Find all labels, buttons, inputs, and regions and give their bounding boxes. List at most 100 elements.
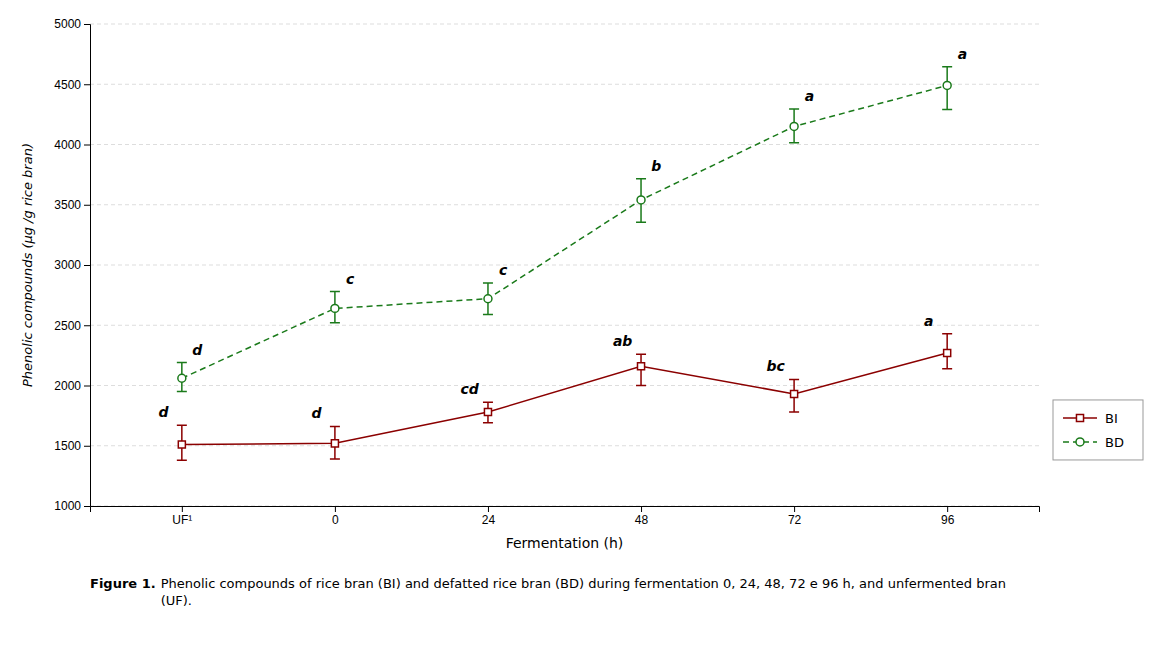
legend-item: BD [1063, 435, 1124, 450]
chart-svg: UF¹ 0 24 48 72 96 1000 1500 2000 2500 3000 3500 4000… [0, 0, 1169, 656]
y-tick-label: 3500 [54, 198, 81, 212]
data [177, 67, 952, 460]
y-tick-mark [84, 446, 90, 447]
x-axis-line [91, 507, 1040, 513]
y-tick: 5000 [54, 17, 90, 31]
y-tick-mark [84, 84, 90, 85]
legend-box [1053, 400, 1143, 460]
y-tick-mark [84, 386, 90, 387]
point-label: c [346, 271, 355, 287]
point-label: ab [613, 333, 632, 349]
y-tick-label: 2500 [54, 319, 81, 333]
caption-text: Phenolic compounds of rice bran (BI) and… [161, 576, 1006, 608]
y-tick-label: 2000 [54, 379, 81, 393]
error-bar [789, 109, 799, 143]
marker [944, 349, 951, 356]
point-label: d [192, 342, 203, 358]
y-tick: 2000 [54, 379, 90, 393]
y-tick: 1000 [54, 499, 90, 513]
grid-line [90, 204, 1039, 205]
marker [637, 363, 644, 370]
point-label: b [651, 158, 661, 174]
point-labels: ddcdabbcadccbaa [158, 46, 967, 422]
marker [178, 441, 185, 448]
legend-marker [1076, 414, 1083, 421]
legend-label: BD [1105, 435, 1124, 450]
grid-line [90, 24, 1039, 25]
series-line [182, 85, 947, 378]
grid-line [90, 265, 1039, 266]
grid-line [90, 325, 1039, 326]
y-axis: 1000 1500 2000 2500 3000 3500 4000 4500 5000 [54, 17, 90, 513]
x-tick: 0 [332, 506, 339, 527]
error-bar [483, 402, 493, 422]
grid-line [90, 84, 1039, 85]
y-tick: 3000 [54, 258, 90, 272]
y-tick-mark [84, 24, 90, 25]
y-tick-label: 1500 [54, 439, 81, 453]
caption-line: Phenolic compounds of rice bran (BI) and… [161, 576, 1006, 591]
legend-item: BI [1063, 411, 1118, 426]
x-tick-label: 0 [332, 513, 339, 527]
legend: BI BD [1053, 400, 1143, 460]
x-tick: 96 [941, 506, 955, 527]
x-tick-mark [794, 506, 795, 512]
error-bar [330, 292, 340, 323]
x-tick-label: 96 [941, 513, 955, 527]
error-bar [942, 334, 952, 369]
point-label: cd [460, 381, 479, 397]
x-tick-label: 48 [635, 513, 649, 527]
x-tick-mark [641, 506, 642, 512]
x-tick-mark [947, 506, 948, 512]
y-tick-mark [84, 506, 90, 507]
x-tick-mark [335, 506, 336, 512]
error-bar [177, 425, 187, 460]
error-bar [177, 363, 187, 392]
marker [790, 122, 798, 130]
point-label: d [158, 404, 169, 420]
y-tick-mark [84, 325, 90, 326]
chart-container: UF¹ 0 24 48 72 96 1000 1500 2000 2500 3000 3500 4000… [0, 0, 1169, 656]
x-tick-label: 72 [788, 513, 802, 527]
grid-line [90, 445, 1039, 446]
error-bar [483, 283, 493, 314]
marker [484, 408, 491, 415]
series-line [182, 353, 947, 445]
marker [331, 440, 338, 447]
y-tick-mark [84, 265, 90, 266]
x-tick: 72 [788, 506, 802, 527]
marker [637, 196, 645, 204]
grid-line [90, 385, 1039, 386]
point-label: d [312, 405, 323, 421]
x-tick: 24 [482, 506, 496, 527]
x-tick: 48 [635, 506, 649, 527]
grid [90, 24, 1039, 506]
point-label: a [805, 88, 814, 104]
y-axis-title: Phenolic compounds (μg /g rice bran) [20, 143, 35, 387]
error-bar [330, 426, 340, 459]
marker [943, 81, 951, 89]
point-label: a [958, 46, 967, 62]
y-tick-label: 3000 [54, 258, 81, 272]
caption-label: Figure 1. [90, 576, 156, 591]
y-tick: 1500 [54, 439, 90, 453]
legend-marker [1076, 438, 1084, 446]
x-tick: UF¹ [172, 506, 192, 527]
y-axis-line [84, 25, 91, 507]
marker [178, 374, 186, 382]
y-tick-mark [84, 205, 90, 206]
series [177, 67, 952, 392]
y-tick: 4500 [54, 78, 90, 92]
y-tick-mark [84, 145, 90, 146]
plot: UF¹ 0 24 48 72 96 1000 1500 2000 2500 3000 3500 4000… [20, 17, 1143, 608]
point-label: a [924, 313, 933, 329]
x-axis: UF¹ 0 24 48 72 96 [91, 506, 1040, 527]
y-tick: 2500 [54, 319, 90, 333]
x-tick-label: 24 [482, 513, 496, 527]
x-tick-mark [488, 506, 489, 512]
y-tick-label: 4500 [54, 78, 81, 92]
y-tick: 4000 [54, 138, 90, 152]
caption-line: (UF). [161, 593, 192, 608]
y-tick: 3500 [54, 198, 90, 212]
x-axis-title: Fermentation (h) [506, 535, 624, 551]
